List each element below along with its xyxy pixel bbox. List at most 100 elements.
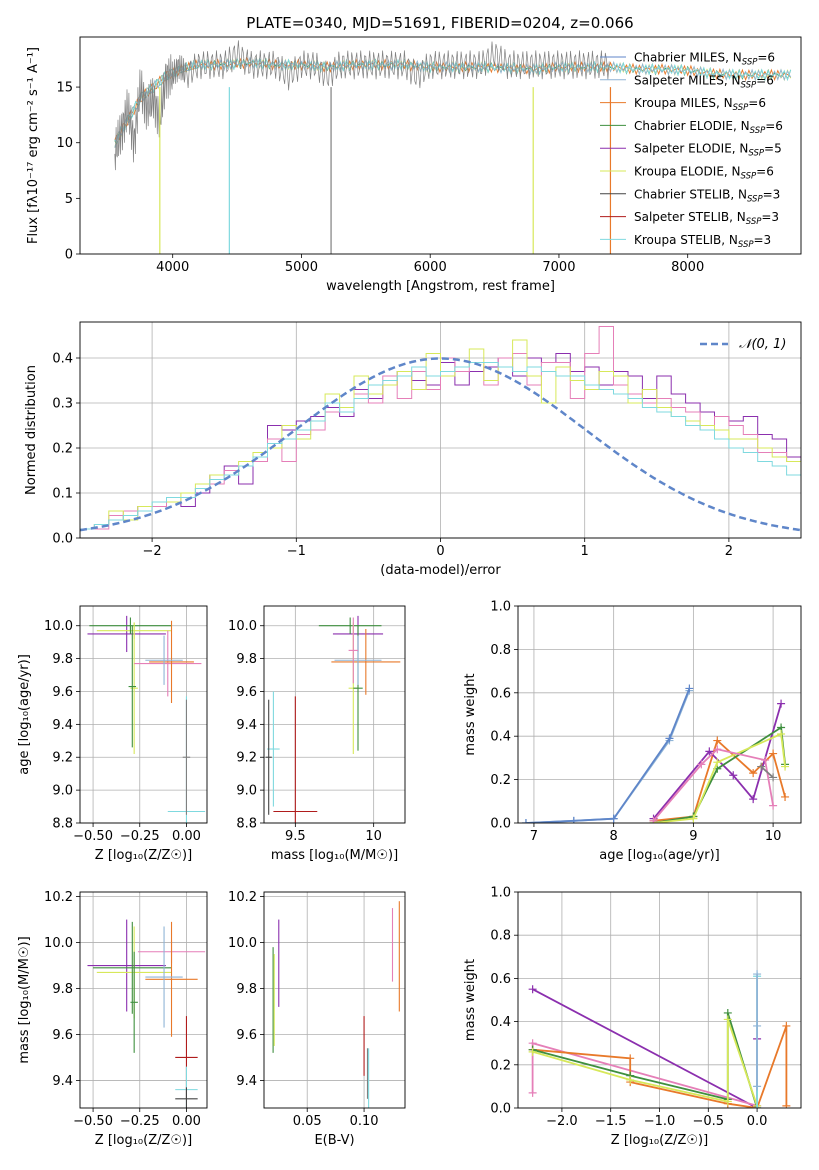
legend-suffix: =6 (765, 119, 783, 133)
plus-marker (723, 1097, 732, 1106)
x-tick-label: 10 (365, 829, 382, 844)
legend-text: Chabrier MILES, N (634, 51, 742, 65)
x-tick-label: 2 (725, 544, 733, 559)
x-tick-label: 0.00 (172, 829, 201, 844)
x-tick-label: 9 (689, 829, 697, 844)
plus-marker (777, 730, 786, 739)
plus-marker (749, 769, 758, 778)
legend-suffix: =6 (756, 165, 774, 179)
x-tick-label: 5000 (285, 260, 318, 275)
legend-label: Salpeter ELODIE, NSSP=5 (634, 142, 782, 159)
x-tick-label: 7 (530, 829, 538, 844)
plus-marker (769, 801, 778, 810)
plus-marker (749, 795, 758, 804)
axes-frame (263, 605, 406, 824)
legend-label: Kroupa MILES, NSSP=6 (634, 96, 766, 113)
y-axis-label: age [log₁₀(age/yr)] (17, 654, 32, 775)
weight-line (652, 748, 774, 822)
x-tick-label: 6000 (414, 260, 447, 275)
plus-marker (753, 1021, 762, 1030)
y-tick-label: 0 (65, 248, 73, 263)
plus-marker (705, 747, 714, 756)
error-point (149, 620, 194, 703)
histogram-series (80, 353, 801, 530)
x-tick-label: −2 (143, 544, 162, 559)
legend-suffix: =3 (761, 210, 779, 224)
x-tick-label: 0 (436, 544, 444, 559)
legend-label: Chabrier STELIB, NSSP=3 (634, 187, 780, 204)
weight-vs-age-panel: 7 8 9 10 0.0 0.2 0.4 0.6 0.8 1.0 age [log₁₀(age/yr… (463, 600, 802, 863)
x-tick-label: −0.25 (120, 829, 160, 844)
y-tick-label: 0.4 (490, 1015, 511, 1030)
error-point (87, 919, 166, 1012)
plus-marker (685, 684, 694, 693)
x-tick-label: 9.5 (285, 829, 306, 844)
y-tick-label: 0.6 (490, 686, 511, 701)
legend-suffix: =3 (754, 233, 772, 247)
y-tick-label: 0.4 (490, 730, 511, 745)
figure-title: PLATE=0340, MJD=51691, FIBERID=0204, z=0… (246, 14, 633, 32)
weight-line (653, 732, 786, 823)
plot-area (87, 615, 206, 823)
residuals-panel: −2 −1 0 1 2 0.0 0.1 0.2 0.3 0.4 (data-model)/error… (24, 321, 802, 578)
x-tick-label: −1.5 (595, 1114, 627, 1129)
plus-marker (753, 1104, 762, 1108)
plot-area (80, 326, 801, 532)
y-tick-label: 9.0 (236, 784, 257, 799)
y-tick-label: 9.8 (52, 652, 73, 667)
y-tick-label: 10.0 (228, 619, 257, 634)
y-tick-label: 10.2 (228, 890, 257, 905)
x-axis-label: Z [log₁₀(Z/Z☉)] (611, 1133, 708, 1148)
y-axis-label: Flux [fλ10⁻¹⁷ erg cm⁻² s⁻¹ A⁻¹] (26, 47, 41, 244)
y-tick-label: 0.4 (52, 352, 73, 367)
plus-marker (665, 734, 674, 743)
legend-subscript: SSP (742, 58, 758, 68)
x-tick-label: 0.10 (350, 1114, 379, 1129)
y-tick-label: 15 (56, 81, 73, 96)
y-tick-label: 9.2 (52, 751, 73, 766)
plot-area (521, 684, 790, 823)
plus-marker (569, 816, 578, 823)
plus-marker (649, 816, 658, 823)
data-line (114, 40, 610, 171)
error-point (145, 926, 183, 1028)
axes-frame (79, 36, 802, 255)
y-tick-label: 9.4 (52, 1074, 73, 1089)
plot-area (528, 970, 791, 1108)
spectrum-panel: 4000 5000 6000 7000 8000 0 5 10 15 wavelength [An… (26, 36, 802, 294)
weight-vs-metallicity-panel: −2.0 −1.5 −1.0 −0.5 0.0 0.0 0.2 0.4 0.6 0.8 1.0 Z [… (463, 886, 802, 1148)
legend-suffix: =5 (764, 142, 782, 156)
plus-marker (697, 760, 706, 769)
weight-line (532, 988, 758, 1108)
error-point (134, 630, 202, 697)
plus-marker (781, 762, 790, 771)
plus-marker (689, 814, 698, 823)
weight-line (532, 1019, 758, 1107)
y-tick-label: 0.2 (52, 442, 73, 457)
error-point (318, 617, 382, 634)
plus-marker (713, 745, 722, 754)
legend-subscript: SSP (733, 103, 749, 113)
y-tick-label: 0.3 (52, 397, 73, 412)
y-tick-label: 0.8 (490, 643, 511, 658)
error-point (87, 615, 166, 653)
error-point (145, 921, 198, 1037)
legend-text: Kroupa MILES, N (634, 96, 733, 110)
plot-area (114, 40, 792, 254)
x-axis-label: Z [log₁₀(Z/Z☉)] (95, 848, 192, 863)
mass-vs-ebv-panel: 0.05 0.10 9.4 9.6 9.8 10.0 10.2 E(B-V) (228, 890, 406, 1148)
x-tick-label: 1 (581, 544, 589, 559)
legend-text: Salpeter MILES, N (634, 73, 741, 87)
legend-subscript: SSP (741, 172, 757, 182)
x-tick-label: −0.5 (693, 1114, 725, 1129)
error-point (175, 1087, 198, 1108)
plus-marker (761, 756, 770, 765)
legend-suffix: =6 (756, 73, 774, 87)
plus-marker (528, 985, 537, 994)
x-tick-label: 0.0 (747, 1114, 768, 1129)
axes-frame (517, 605, 802, 824)
y-axis-label: Normed distribution (24, 365, 39, 495)
age-vs-metallicity-panel: −0.50 −0.25 0.00 8.8 9.0 9.2 9.4 9.6 9.8 10.0 Z [l… (17, 605, 208, 863)
x-tick-label: −2.0 (546, 1114, 578, 1129)
plus-marker (626, 1075, 635, 1084)
